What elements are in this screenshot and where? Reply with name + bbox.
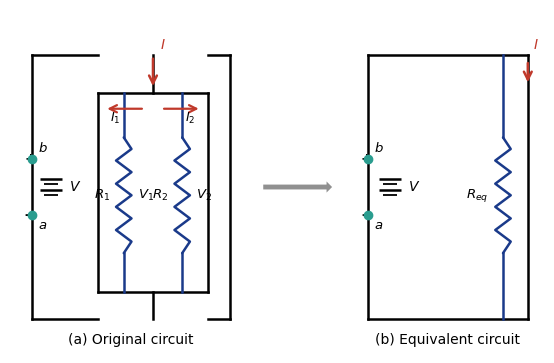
Text: $V_2$: $V_2$ [196,188,212,203]
Text: −: − [24,208,37,223]
Text: +: + [24,152,36,166]
Text: b: b [38,142,47,155]
Text: $R_2$: $R_2$ [152,188,168,203]
Text: (b) Equivalent circuit: (b) Equivalent circuit [376,333,520,347]
Text: $R_1$: $R_1$ [94,188,110,203]
Text: $I$: $I$ [160,38,165,52]
Text: +: + [361,152,372,166]
Text: $I_2$: $I_2$ [185,110,196,126]
Text: a: a [375,219,383,232]
Text: −: − [360,208,373,223]
Text: (a) Original circuit: (a) Original circuit [68,333,194,347]
Text: a: a [38,219,47,232]
Text: $I$: $I$ [534,38,539,52]
Text: b: b [375,142,383,155]
Text: $V$: $V$ [69,180,81,194]
Text: $V_1$: $V_1$ [137,188,153,203]
Text: $V$: $V$ [408,180,420,194]
Text: $R_{eq}$: $R_{eq}$ [466,187,489,204]
Text: $I_1$: $I_1$ [110,110,121,126]
